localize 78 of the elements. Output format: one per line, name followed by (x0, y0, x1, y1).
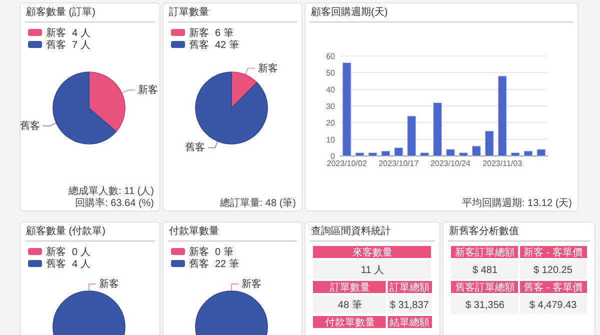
bar (524, 150, 533, 156)
y-tick-label: 20 (326, 118, 336, 128)
bar (536, 149, 546, 156)
legend-label: 舊客 (46, 258, 66, 270)
data-label: 4 人 (72, 259, 90, 270)
text: 新舊客分析數值 (449, 225, 519, 237)
text: 舊客訂單總額 (455, 282, 515, 294)
text: 48 筆 (338, 299, 362, 311)
text: 舊客 - 客單價 (524, 282, 582, 294)
y-tick-label: 30 (326, 102, 336, 111)
slice-label: 新客 (138, 84, 158, 96)
slice-label: 新客 (258, 62, 278, 74)
y-tick-label: 40 (326, 85, 336, 94)
pie-slice (52, 72, 117, 144)
text: $ 120.25 (534, 265, 573, 276)
x-tick-label: 2023/11/03 (482, 159, 523, 168)
chart-title: 顧客數量 (訂單) (26, 6, 96, 18)
data-label: 7 人 (72, 40, 90, 51)
legend-label: 新客 (46, 246, 66, 258)
legend-label: 舊客 (46, 39, 66, 51)
legend-label: 舊客 (189, 39, 209, 51)
category-label: 新客 (242, 279, 262, 290)
chart-title: 訂單數量 (169, 6, 209, 18)
text: 訂單總額 (389, 282, 430, 294)
text: 新客訂單總額 (455, 246, 515, 258)
bar (381, 150, 390, 156)
bar (433, 102, 442, 156)
bar (446, 149, 455, 156)
bar (498, 76, 507, 156)
slice-label: 舊客 (185, 142, 206, 154)
bar (394, 147, 404, 156)
text: 查詢區間資料統計 (311, 225, 391, 237)
slice-label: 舊客 (20, 120, 40, 132)
text: 11 人 (360, 265, 384, 276)
text: $ 31,356 (466, 300, 505, 311)
text: 總訂單量: 48 (筆) (218, 197, 296, 209)
bar (472, 146, 481, 156)
bar (510, 152, 520, 156)
bar (420, 152, 430, 156)
text: 0 人 (72, 247, 90, 258)
text: 來客數量 (352, 246, 392, 258)
x-tick-label: 2023/10/02 (326, 159, 368, 168)
bar (368, 152, 378, 156)
bar (484, 130, 494, 156)
x-tick-label: 2023/10/17 (378, 159, 420, 168)
text: 新客 - 客單價 (524, 246, 582, 258)
bar (355, 152, 364, 156)
y-tick-label: 0 (330, 152, 336, 161)
y-tick-label: 50 (326, 68, 336, 78)
legend-label: 新客 (189, 246, 209, 258)
bar (458, 152, 468, 156)
chart-title: 顧客回購週期(天) (311, 6, 388, 18)
text: 總成單人數: 11 (人) (68, 185, 154, 197)
legend-label: 舊客 (189, 258, 209, 270)
bar (342, 62, 352, 156)
data-label: 42 筆 (215, 39, 239, 51)
text: $ 4,479.43 (529, 300, 578, 311)
bar (407, 116, 416, 156)
data-label: 6 筆 (215, 27, 234, 39)
pie-slice (88, 72, 126, 132)
text: 付款單數量 (324, 316, 375, 328)
text: 0 筆 (215, 247, 234, 258)
text: $ 481 (472, 265, 498, 276)
data-label: 22 筆 (215, 258, 239, 270)
y-tick-label: 60 (326, 52, 336, 61)
text: $ 31,837 (390, 300, 430, 311)
text: 回購率: 63.64 (%) (75, 197, 154, 209)
legend-label: 新客 (46, 27, 66, 39)
x-tick-label: 2023/10/24 (430, 159, 472, 168)
category-label: 新客 (99, 279, 119, 290)
text: 平均回購週期: 13.12 (天) (462, 197, 572, 209)
text: 結單總額 (388, 316, 430, 328)
chart-title: 付款單數量 (169, 225, 219, 237)
y-tick-label: 10 (326, 135, 336, 144)
text: 訂單數量 (330, 282, 370, 294)
data-label: 4 人 (72, 28, 90, 39)
legend-label: 新客 (189, 27, 209, 39)
chart-title: 顧客數量 (付款單) (26, 225, 106, 237)
